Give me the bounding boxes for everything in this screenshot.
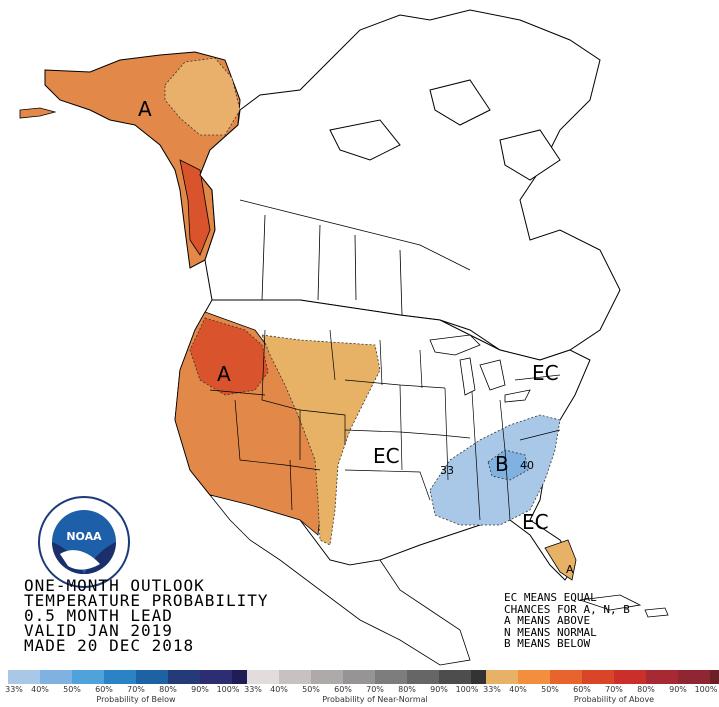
legend-swatch: [311, 670, 343, 684]
outlook-title-block: ONE-MONTH OUTLOOK TEMPERATURE PROBABILIT…: [24, 576, 269, 655]
legend-swatch: [40, 670, 72, 684]
legend-near-normal-title: Probability of Near-Normal: [322, 695, 428, 704]
northwest-label: A: [217, 362, 231, 386]
legend-swatch: [136, 670, 168, 684]
legend-swatch: [518, 670, 550, 684]
state-lines: [209, 329, 561, 521]
key-line: EC MEANS EQUAL: [504, 591, 597, 604]
legend-swatch: [247, 670, 279, 684]
legend-below-title: Probability of Below: [96, 695, 176, 704]
legend-swatch: [646, 670, 678, 684]
noaa-logo: NOAA: [38, 496, 130, 588]
legend-tick-label: 33%: [244, 685, 262, 694]
legend-tick-label: 80%: [398, 685, 416, 694]
key-line: A MEANS ABOVE: [504, 614, 591, 627]
legend-swatch: [582, 670, 614, 684]
florida-a-label: A: [566, 563, 574, 576]
legend-tick-label: 50%: [541, 685, 559, 694]
ec-key-block: EC MEANS EQUAL CHANCES FOR A, N, B A MEA…: [504, 592, 630, 650]
legend-below-bar: [8, 670, 264, 684]
legend-above-title: Probability of Above: [573, 695, 655, 704]
title-line: ONE-MONTH OUTLOOK: [24, 576, 205, 595]
legend-tick-label: 90%: [430, 685, 448, 694]
caribbean-islands: [579, 594, 669, 618]
legend-tick-label: 100%: [216, 685, 240, 694]
legend-swatch: [279, 670, 311, 684]
legend-tick-label: 50%: [302, 685, 320, 694]
northwest-dark-area: [189, 317, 269, 396]
legend-near-normal-bar: [247, 670, 503, 684]
canada-outline: [199, 9, 621, 361]
title-line: VALID JAN 2019: [24, 621, 173, 640]
legend-swatch: [343, 670, 375, 684]
central-ec-label: EC: [373, 444, 400, 468]
great-lakes: [429, 334, 531, 403]
legend-below: 33% 40% 50% 60% 70% 80% 90% 100% Probability of…: [5, 670, 264, 704]
legend-tick-label: 50%: [63, 685, 81, 694]
legend-swatch: [439, 670, 471, 684]
legend-near-normal-ticks: 33% 40% 50% 60% 70% 80% 90% 100%: [244, 684, 503, 694]
legend-tick-label: 90%: [191, 685, 209, 694]
legend-tick-label: 80%: [159, 685, 177, 694]
title-line: TEMPERATURE PROBABILITY: [24, 591, 269, 610]
legend-swatch: [200, 670, 232, 684]
legend-tick-label: 60%: [573, 685, 591, 694]
legend-tick-label: 40%: [509, 685, 527, 694]
legend-below-ticks: 33% 40% 50% 60% 70% 80% 90% 100%: [5, 684, 264, 694]
legend-swatch: [710, 670, 719, 684]
noaa-logo-text: NOAA: [66, 530, 102, 543]
alaska-label: A: [138, 97, 152, 121]
aleutian-islands: [19, 107, 57, 119]
legend-swatch: [72, 670, 104, 684]
alaska-region: [19, 51, 241, 269]
northeast-ec-label: EC: [532, 361, 559, 385]
legend-swatch: [407, 670, 439, 684]
key-line: N MEANS NORMAL: [504, 625, 597, 639]
legend-tick-label: 100%: [694, 685, 718, 694]
plains-above-area: [261, 334, 381, 546]
legend-swatch: [168, 670, 200, 684]
mexico-outline: [208, 494, 471, 666]
title-line: MADE 20 DEC 2018: [24, 636, 195, 655]
legend-tick-label: 33%: [483, 685, 501, 694]
legend-above: 33% 40% 50% 60% 70% 80% 90% 100% Probability of…: [483, 670, 719, 704]
florida-above-area: [544, 539, 577, 581]
legend-tick-label: 33%: [5, 685, 23, 694]
southeast-b-label: B: [495, 452, 509, 476]
province-lines: [239, 199, 471, 316]
legend-swatch: [486, 670, 518, 684]
alaska-inner-area: [164, 57, 241, 136]
legend-tick-label: 90%: [669, 685, 687, 694]
legend-tick-label: 40%: [270, 685, 288, 694]
legend-tick-label: 70%: [127, 685, 145, 694]
legend-tick-label: 70%: [366, 685, 384, 694]
legend-swatch: [678, 670, 710, 684]
legend-above-ticks: 33% 40% 50% 60% 70% 80% 90% 100%: [483, 684, 719, 694]
legend-tick-label: 70%: [605, 685, 623, 694]
legend-swatch: [550, 670, 582, 684]
key-line: B MEANS BELOW: [504, 637, 591, 650]
key-line: CHANCES FOR A, N, B: [504, 602, 630, 616]
legend-tick-label: 100%: [455, 685, 479, 694]
legend-near-normal: 33% 40% 50% 60% 70% 80% 90% 100% Probability of…: [244, 670, 503, 704]
legend-tick-label: 60%: [95, 685, 113, 694]
legend-swatch: [8, 670, 40, 684]
florida-ec-label: EC: [522, 510, 549, 534]
title-line: 0.5 MONTH LEAD: [24, 606, 173, 625]
legend-swatch: [375, 670, 407, 684]
legend-above-bar: [486, 670, 719, 684]
legend-tick-label: 60%: [334, 685, 352, 694]
legend-tick-label: 80%: [637, 685, 655, 694]
contour-33-label: 33: [440, 464, 454, 477]
legend-swatch: [104, 670, 136, 684]
contour-40-label: 40: [520, 459, 534, 472]
legend-tick-label: 40%: [31, 685, 49, 694]
legend-swatch: [614, 670, 646, 684]
